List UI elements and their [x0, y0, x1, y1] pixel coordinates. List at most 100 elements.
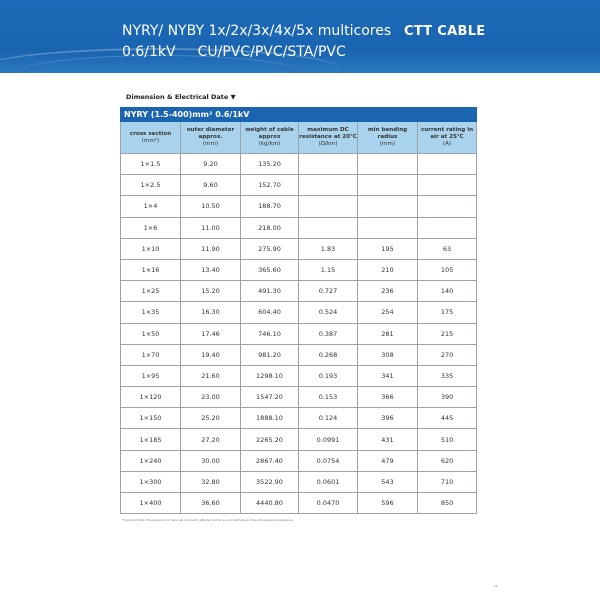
table-cell	[416, 195, 478, 218]
table-cell	[298, 152, 358, 176]
table-cell: 210	[357, 258, 418, 282]
table-row: 1×240 30.00 2867.40 0.0754 479 620	[120, 449, 478, 472]
table-cell: 152.70	[240, 174, 299, 197]
column-label: cross section	[129, 130, 172, 137]
column-unit: (A)	[442, 141, 452, 147]
table-cell: 1×185	[120, 428, 181, 451]
table-cell: 236	[357, 280, 418, 303]
column-label: weight of cable approx	[245, 127, 294, 140]
decorative-wave	[10, 55, 310, 73]
table-cell: 17.46	[180, 322, 241, 345]
table-cell: 13.40	[180, 258, 241, 282]
table-cell: 0.268	[298, 343, 358, 366]
page-number: 11	[494, 584, 498, 588]
table-cell: 365.60	[240, 258, 299, 282]
table-cell: 479	[357, 449, 418, 472]
table-row: 1×70 19.40 981.20 0.268 308 270	[120, 343, 478, 366]
table-cell: 3522.90	[240, 470, 299, 494]
column-unit: (mm)	[202, 141, 219, 147]
table-cell	[416, 216, 478, 239]
table-cell: 341	[357, 364, 418, 388]
column-unit: (kg/km)	[258, 141, 281, 147]
table-cell: 1×35	[120, 301, 181, 324]
table-row: 1×6 11.00 218.00	[120, 216, 478, 239]
table-cell: 1×16	[120, 258, 181, 282]
table-cell	[416, 152, 478, 176]
table-caption: NYRY (1.5-400)mm² 0.6/1kV	[119, 107, 478, 122]
table-cell: 1×25	[120, 280, 181, 303]
footnote: *Important Note: The ampacity of cable w…	[122, 518, 294, 522]
table-cell: 1×120	[120, 386, 181, 409]
table-row: 1×120 23.00 1547.20 0.153 366 390	[120, 386, 478, 409]
table-cell: 396	[357, 407, 418, 430]
construction-label: CU/PVC/PVC/STA/PVC	[197, 44, 346, 60]
table-cell: 710	[416, 470, 478, 494]
column-header: cross section (mm²)	[120, 121, 181, 154]
section-label: Dimension & Electrical Date ▼	[126, 93, 236, 101]
table-row: 1×25 15.20 491.30 0.727 236 140	[120, 280, 478, 303]
table-cell: 19.40	[180, 343, 241, 366]
table-cell: 1×50	[120, 322, 181, 345]
voltage-label: 0.6/1kV	[122, 44, 176, 60]
table-cell: 281	[357, 322, 418, 345]
table-cell: 491.30	[240, 280, 299, 303]
table-cell: 604.40	[240, 301, 299, 324]
table-cell	[298, 195, 358, 218]
table-cell: 30.00	[180, 449, 241, 472]
table-cell: 25.20	[180, 407, 241, 430]
column-header: current rating in air at 25℃ (A)	[416, 121, 478, 154]
table-cell: 308	[357, 343, 418, 366]
table-cell	[357, 216, 418, 239]
table-cell: 0.0754	[298, 449, 358, 472]
table-row: 1×185 27.20 2265.20 0.0991 431 510	[120, 428, 478, 451]
table-row: 1×400 36.60 4440.80 0.0470 596 850	[120, 491, 478, 515]
table-cell: 275.90	[240, 237, 299, 260]
table-cell: 2265.20	[240, 428, 299, 451]
table-cell: 0.0601	[298, 470, 358, 494]
column-unit: (Ω/km)	[318, 141, 338, 147]
table-cell: 445	[416, 407, 478, 430]
spec-table: NYRY (1.5-400)mm² 0.6/1kV cross section(…	[119, 107, 478, 515]
table-cell: 850	[416, 491, 478, 515]
table-cell: 215	[416, 322, 478, 345]
table-cell: 390	[416, 386, 478, 409]
table-cell: 1×95	[120, 364, 181, 388]
table-cell: 63	[416, 237, 478, 260]
column-label: min bending radius	[367, 127, 408, 140]
table-cell: 254	[357, 301, 418, 324]
table-cell	[298, 174, 358, 197]
table-cell: 1×150	[120, 407, 181, 430]
column-label: maximum DC resistance at 20℃	[299, 127, 357, 140]
table-cell: 140	[416, 280, 478, 303]
table-cell: 981.20	[240, 343, 299, 366]
table-cell: 1×70	[120, 343, 181, 366]
column-label: current rating in air at 25℃	[420, 127, 474, 140]
table-cell: 431	[357, 428, 418, 451]
page-subtitle: 0.6/1kV CU/PVC/PVC/STA/PVC	[122, 44, 368, 60]
table-cell: 105	[416, 258, 478, 282]
table-cell: 1888.10	[240, 407, 299, 430]
table-cell: 0.727	[298, 280, 358, 303]
table-cell: 1×240	[120, 449, 181, 472]
table-cell: 0.0991	[298, 428, 358, 451]
table-cell: 1547.20	[240, 386, 299, 409]
table-row: 1×50 17.46 746.10 0.387 281 215	[120, 322, 478, 345]
table-row: 1×95 21.60 1298.10 0.193 341 335	[120, 364, 478, 388]
column-header: maximum DC resistance at 20℃ (Ω/km)	[298, 121, 358, 154]
table-cell: 335	[416, 364, 478, 388]
table-cell: 270	[416, 343, 478, 366]
table-cell: 15.20	[180, 280, 241, 303]
table-header-row: cross section (mm²) outer diameter approx.…	[120, 121, 478, 154]
table-cell: 4440.80	[240, 491, 299, 515]
table-cell: 9.60	[180, 174, 241, 197]
table-cell	[298, 216, 358, 239]
table-cell	[357, 195, 418, 218]
table-cell: 175	[416, 301, 478, 324]
table-cell: 1×6	[120, 216, 181, 239]
table-cell: 10.50	[180, 195, 241, 218]
column-header: outer diameter approx. (mm)	[180, 121, 241, 154]
table-row: 1×35 16.30 604.40 0.524 254 175	[120, 301, 478, 324]
table-row: 1×4 10.50 188.70	[120, 195, 478, 218]
table-cell: 1×300	[120, 470, 181, 494]
decorative-wave	[0, 48, 340, 73]
